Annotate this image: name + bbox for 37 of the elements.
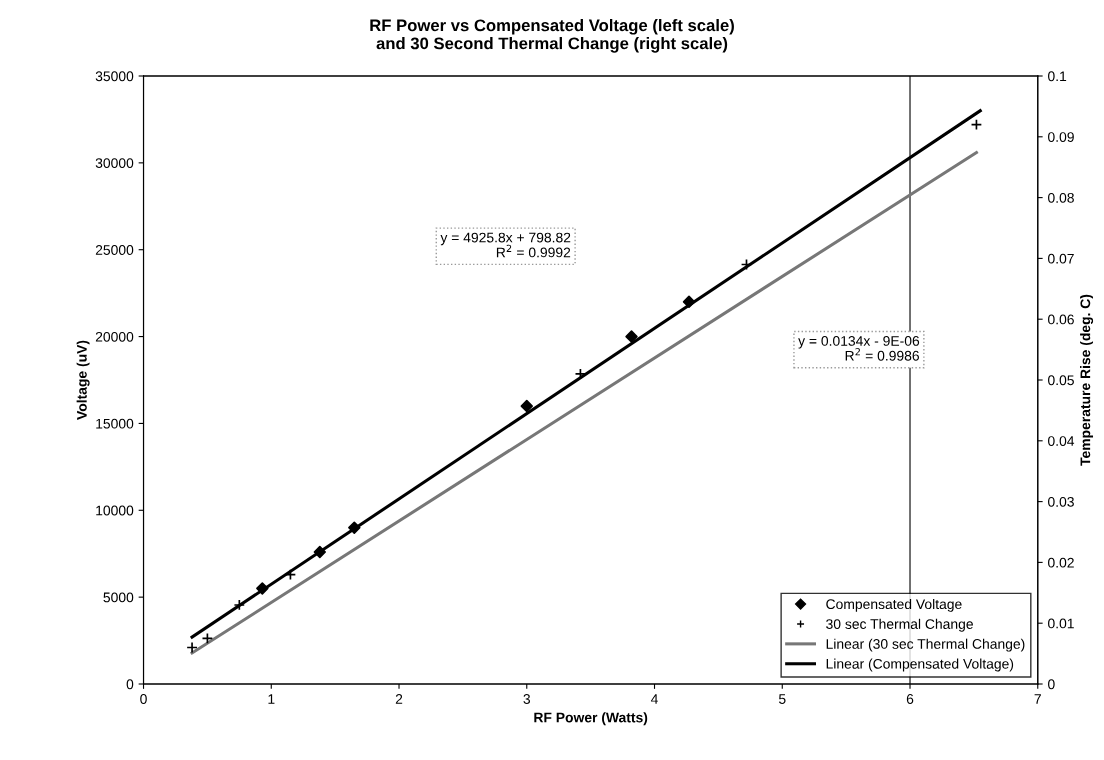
y-tick-label: 10000: [96, 505, 134, 516]
y-tick-label: 5000: [103, 592, 134, 603]
chart-title: RF Power vs Compensated Voltage (left scale) and 30 Second Thermal Change (right scale): [370, 19, 734, 53]
annotation: y = 0.0134x - 9E-06 R$^{2}$ = 0.9986: [798, 336, 920, 361]
y2-tick-label: 0.01: [1048, 618, 1074, 629]
y2-tick-label: 0.03: [1048, 496, 1074, 507]
y-tick-label: 0: [126, 679, 134, 690]
y-tick-label: 35000: [95, 71, 134, 82]
y2-tick-label: 0.07: [1048, 253, 1074, 264]
x-axis-title: RF Power (Watts): [534, 712, 648, 726]
y2-tick-label: 0.09: [1048, 132, 1074, 142]
y2-tick-label: 0.02: [1048, 557, 1074, 568]
x-tick-label: 5: [778, 694, 786, 704]
x-tick-label: 1: [268, 694, 275, 704]
legend-label: 30 sec Thermal Change: [826, 618, 973, 632]
y-tick-label: 30000: [95, 158, 134, 169]
annotation: y = 4925.8x + 798.82 R$^{2}$ = 0.9992: [440, 232, 571, 258]
y2-tick-label: 0.08: [1048, 192, 1074, 203]
legend-label: Linear (30 sec Thermal Change): [826, 638, 1025, 652]
y2-tick-label: 0.06: [1048, 314, 1074, 325]
x-tick-label: 0: [140, 694, 147, 704]
legend-label: Compensated Voltage: [826, 598, 962, 612]
y2-tick-label: 0.05: [1048, 375, 1074, 386]
x-tick-label: 2: [395, 694, 403, 704]
x-tick-label: 4: [650, 694, 658, 704]
y2-tick-label: 0.04: [1048, 436, 1075, 446]
y2-tick-label: 0: [1048, 679, 1055, 690]
y2-axis-title: Temperature Rise (deg. C): [1080, 294, 1094, 466]
y-tick-label: 25000: [95, 245, 134, 255]
y-tick-label: 15000: [96, 418, 134, 429]
y2-tick-label: 0.1: [1048, 71, 1067, 82]
x-tick-label: 3: [523, 694, 531, 704]
legend-label: Linear (Compensated Voltage): [826, 658, 1014, 672]
x-tick-label: 6: [906, 694, 914, 704]
y-tick-label: 20000: [95, 331, 134, 342]
y-axis-title: Voltage (uV): [76, 340, 90, 420]
x-tick-label: 7: [1034, 694, 1041, 704]
